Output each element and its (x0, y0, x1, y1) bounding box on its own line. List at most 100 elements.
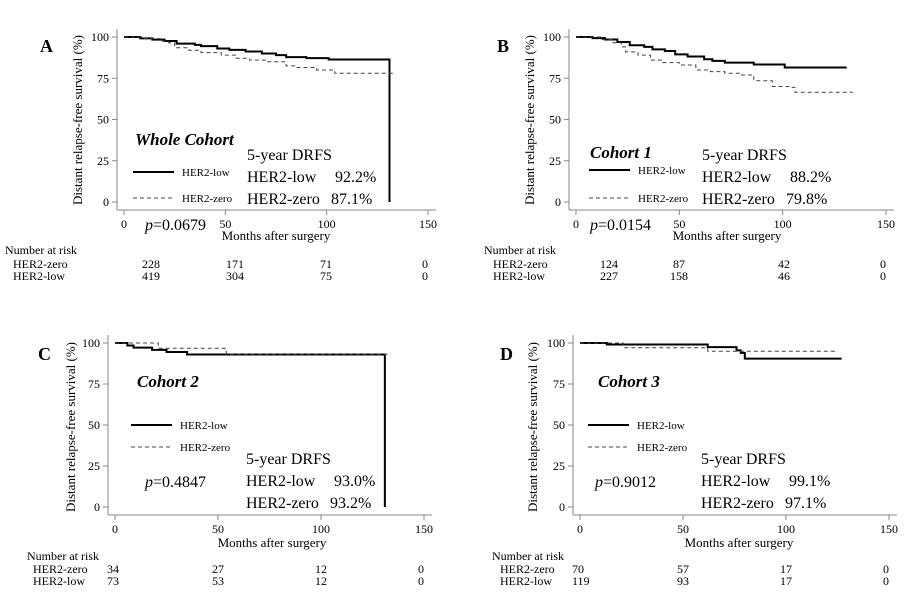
cohort-title: Cohort 2 (137, 372, 199, 391)
drfs-row: HER2-zero 87.1% (247, 191, 372, 208)
panel-b: B 0 25 50 75 100 0 50 100 150 Months after surgery… (484, 29, 895, 283)
drfs-row: HER2-zero 79.8% (702, 191, 827, 208)
drfs-title: 5-year DRFS (246, 451, 331, 468)
risk-count: 12 (315, 562, 327, 576)
risk-count: 0 (883, 574, 889, 588)
p-value: p=0.4847 (144, 474, 206, 491)
risk-count: 34 (107, 562, 119, 576)
legend-label-her2-low: HER2-low (182, 167, 230, 179)
x-tick-label: 100 (777, 522, 795, 536)
x-tick-label: 100 (312, 522, 330, 536)
drfs-title: 5-year DRFS (701, 451, 786, 468)
legend-label-her2-zero: HER2-zero (182, 193, 233, 205)
risk-count: 75 (320, 269, 332, 283)
legend-label-her2-low: HER2-low (180, 420, 228, 432)
drfs-label: HER2-low (702, 169, 772, 186)
risk-table-title: Number at risk (5, 243, 77, 257)
x-tick-label: 150 (419, 217, 437, 231)
x-tick-label: 0 (121, 217, 127, 231)
risk-count: 17 (780, 574, 792, 588)
panel-a: A 0 25 50 75 100 0 50 100 150 Months after surgery… (5, 29, 437, 283)
legend-label-her2-zero: HER2-zero (637, 442, 688, 454)
km-curve-her2-low (580, 342, 842, 360)
drfs-row: HER2-zero 97.1% (701, 495, 826, 512)
risk-count: 73 (107, 574, 119, 588)
drfs-value: 99.1% (789, 473, 830, 490)
km-curve-her2-zero (576, 36, 853, 93)
p-value-symbol: p (594, 474, 603, 491)
p-value: p=0.9012 (594, 474, 656, 491)
drfs-label: HER2-zero (701, 495, 774, 512)
risk-count: 0 (418, 562, 424, 576)
cohort-title: Cohort 1 (590, 143, 652, 162)
p-value-symbol: p (144, 217, 153, 234)
risk-count: 124 (600, 257, 618, 271)
risk-row-label: HER2-low (500, 574, 552, 588)
cohort-title: Cohort 3 (598, 372, 660, 391)
km-curve-her2-low (124, 36, 391, 202)
x-tick-label: 0 (573, 217, 579, 231)
panel-letter: A (40, 36, 53, 56)
km-curve-her2-zero (124, 36, 396, 74)
p-value-number: =0.4847 (153, 474, 206, 491)
y-tick-label: 75 (553, 377, 565, 391)
drfs-value: 93.0% (334, 473, 375, 490)
legend-label-her2-low: HER2-low (638, 165, 686, 177)
drfs-label: HER2-zero (702, 191, 775, 208)
risk-count: 304 (226, 269, 244, 283)
y-tick-label: 50 (549, 113, 561, 127)
drfs-title: 5-year DRFS (702, 147, 787, 164)
y-tick-label: 50 (88, 418, 100, 432)
risk-row-label: HER2-low (33, 574, 85, 588)
p-value-number: =0.0679 (153, 217, 206, 234)
p-value: p=0.0679 (144, 217, 206, 234)
drfs-label: HER2-low (701, 473, 771, 490)
risk-count: 12 (315, 574, 327, 588)
y-tick-label: 25 (553, 459, 565, 473)
p-value-symbol: p (144, 474, 153, 491)
y-tick-label: 100 (547, 336, 565, 350)
legend-label-her2-zero: HER2-zero (180, 442, 231, 454)
x-axis-title: Months after surgery (218, 535, 327, 550)
risk-table-title: Number at risk (492, 549, 564, 563)
drfs-row: HER2-low 99.1% (701, 473, 830, 490)
x-tick-label: 150 (880, 522, 898, 536)
y-tick-label: 0 (94, 500, 100, 514)
km-curve-her2-zero (115, 342, 392, 355)
panel-d: D 0 25 50 75 100 0 50 100 150 Months after surgery… (492, 335, 898, 588)
legend-label-her2-low: HER2-low (637, 420, 685, 432)
x-tick-label: 0 (577, 522, 583, 536)
risk-count: 53 (212, 574, 224, 588)
drfs-title: 5-year DRFS (247, 147, 332, 164)
p-value-symbol: p (589, 217, 598, 234)
drfs-value: 93.2% (330, 495, 371, 512)
risk-count: 171 (226, 257, 244, 271)
drfs-value: 92.2% (335, 169, 376, 186)
y-tick-label: 25 (88, 459, 100, 473)
km-curve-her2-zero (580, 342, 838, 352)
drfs-row: HER2-low 93.0% (246, 473, 375, 490)
risk-table-title: Number at risk (27, 549, 99, 563)
drfs-label: HER2-zero (246, 495, 319, 512)
panel-c: C 0 25 50 75 100 0 50 100 150 Months after surgery… (27, 335, 433, 588)
risk-count: 0 (883, 562, 889, 576)
risk-count: 228 (142, 257, 160, 271)
risk-count: 46 (778, 269, 790, 283)
y-tick-label: 75 (549, 71, 561, 85)
x-tick-label: 100 (318, 217, 336, 231)
drfs-value: 88.2% (790, 169, 831, 186)
x-tick-label: 150 (877, 217, 895, 231)
drfs-row: HER2-zero 93.2% (246, 495, 371, 512)
x-axis-title: Months after surgery (222, 228, 331, 243)
km-curve-her2-low (115, 342, 386, 507)
km-curve-her2-low (576, 36, 847, 69)
x-tick-label: 50 (677, 522, 689, 536)
risk-count: 158 (670, 269, 688, 283)
x-tick-label: 50 (673, 217, 685, 231)
risk-row-label: HER2-zero (493, 257, 548, 271)
risk-count: 42 (778, 257, 790, 271)
x-tick-label: 50 (219, 217, 231, 231)
y-axis-title: Distant relapse-free survival (%) (70, 35, 85, 205)
risk-count: 227 (600, 269, 618, 283)
panel-letter: D (500, 344, 513, 364)
